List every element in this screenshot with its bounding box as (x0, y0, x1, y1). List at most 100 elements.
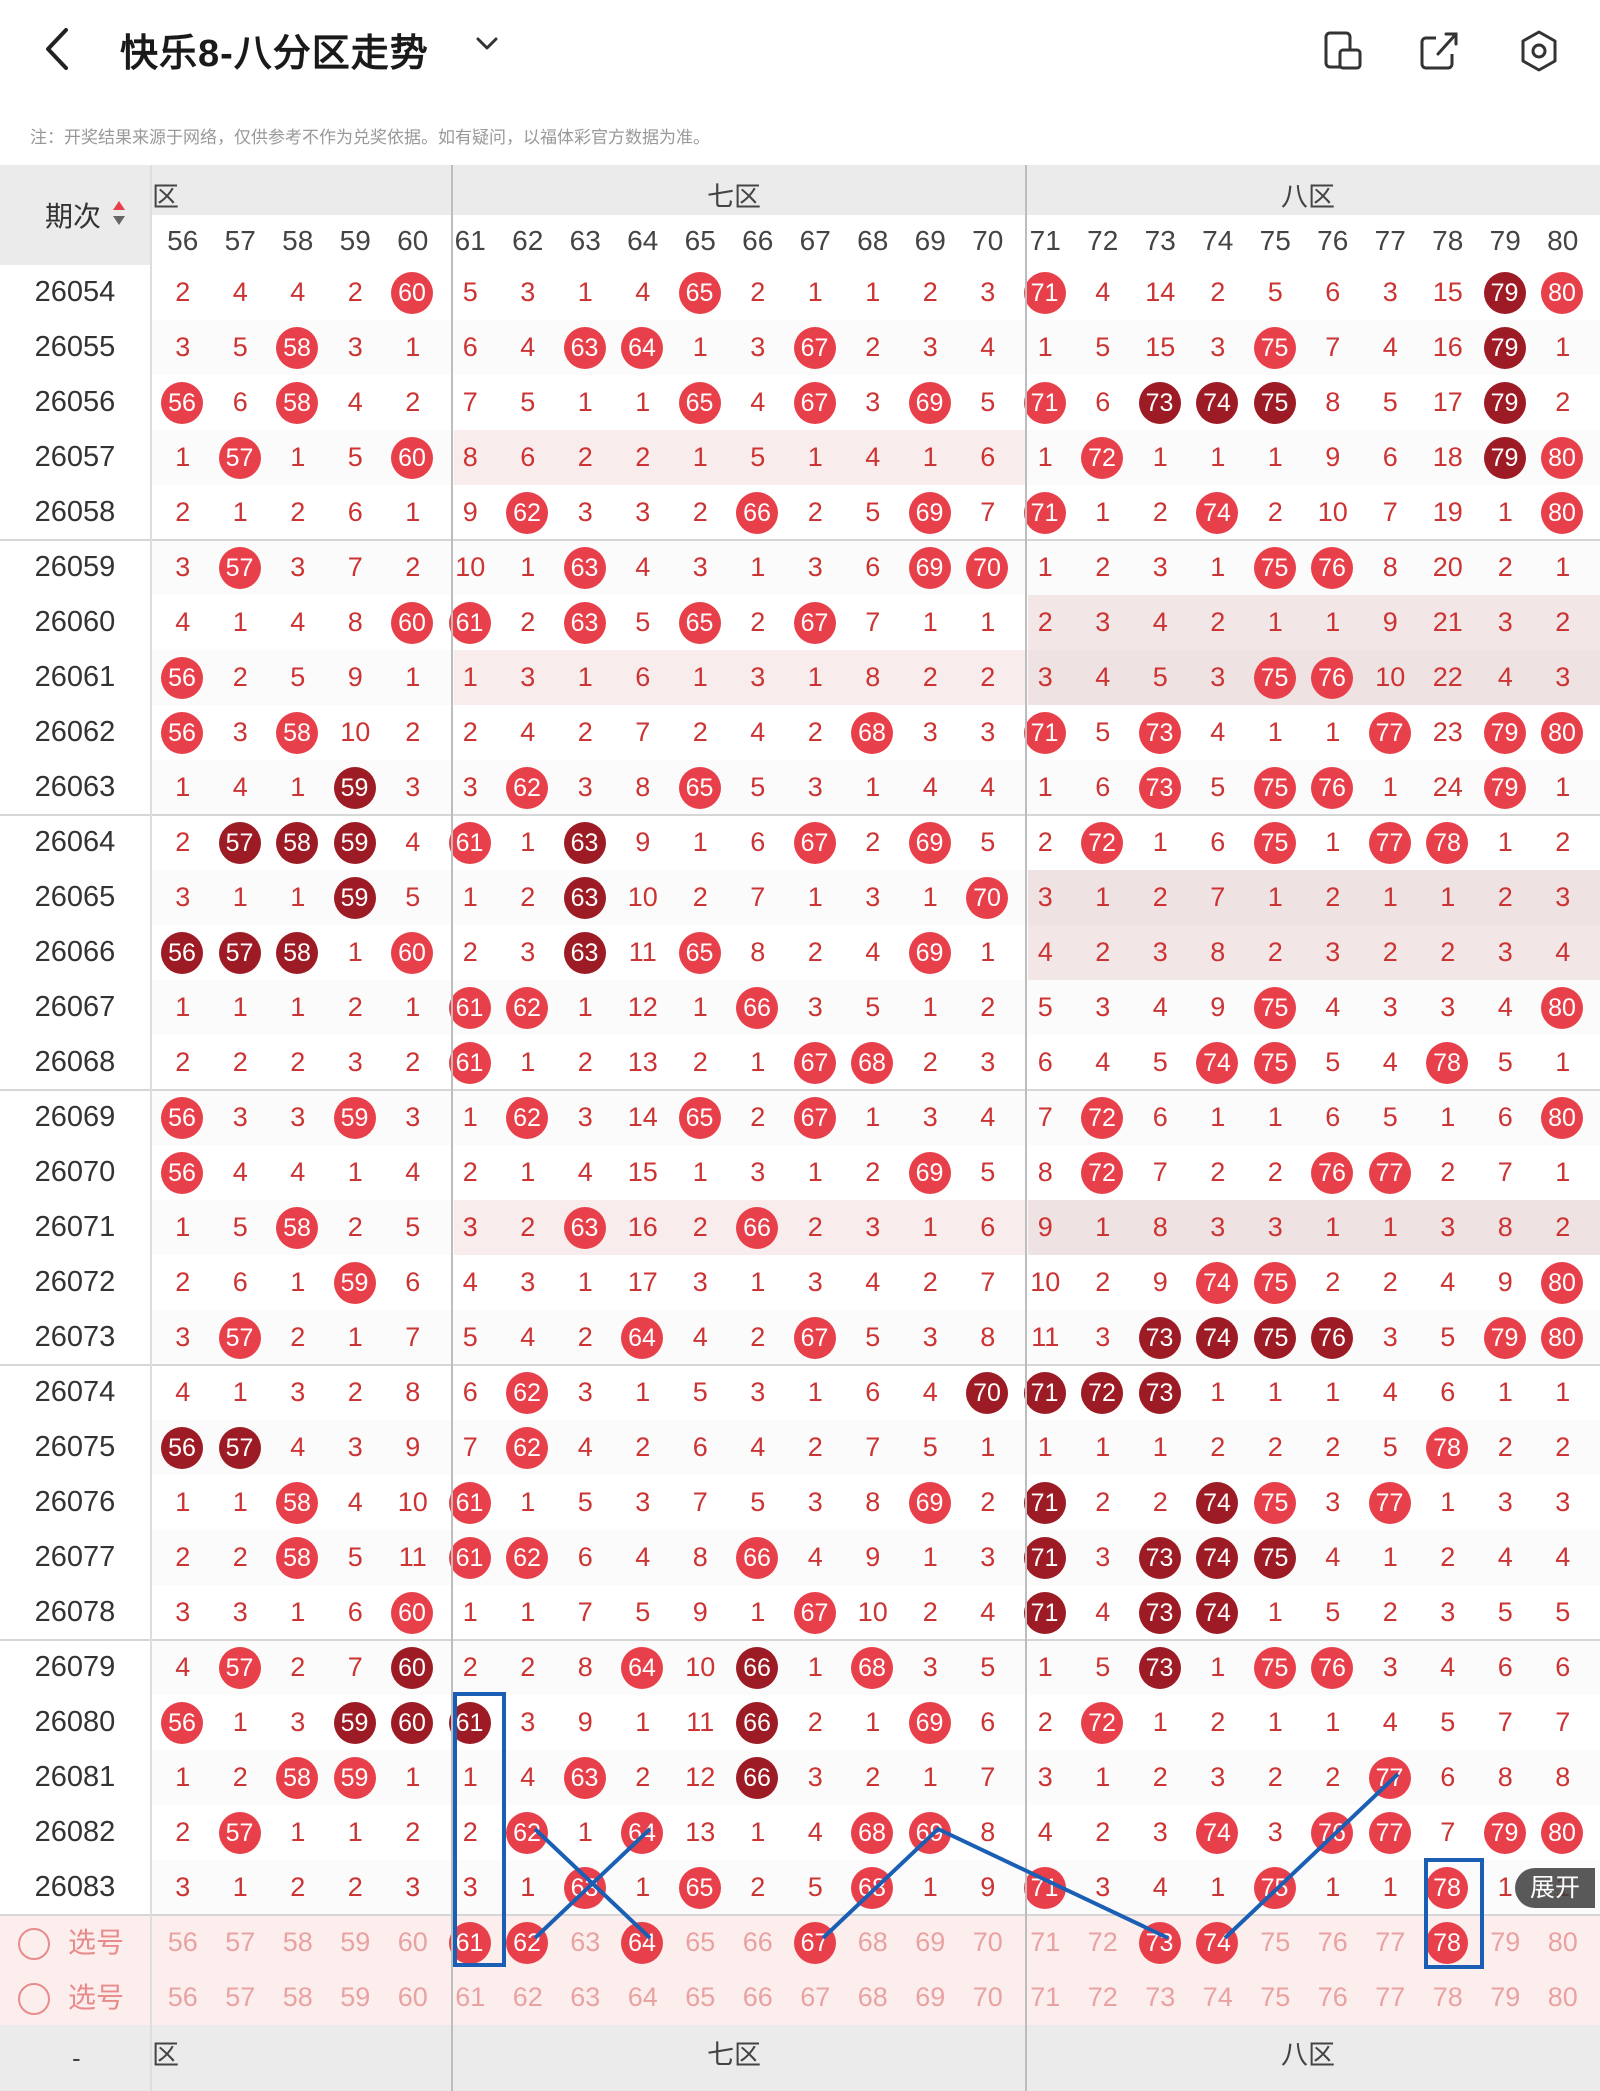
pick-number[interactable]: 62 (512, 1982, 543, 2012)
table-row[interactable]: 26076 1 1 58 4 10 61 1 5 3 7 5 3 8 69 2 71 2 2 74 75 3 77 1 3 3 (0, 1475, 1600, 1530)
pick-number[interactable]: 65 (685, 1982, 716, 2012)
table-row[interactable]: 26082 2 57 1 1 2 2 62 1 64 13 1 4 68 69 8 4 2 3 74 3 76 77 7 79 8… (0, 1805, 1600, 1860)
radio-icon[interactable] (18, 1983, 50, 2015)
table-row[interactable]: 26068 2 2 2 3 2 61 1 2 13 2 1 67 68 2 3 6 4 5 74 75 5 4 78 5 1 (0, 1035, 1600, 1090)
pick-number[interactable]: 60 (397, 1982, 428, 2012)
pick-number[interactable]: 78 (1432, 1982, 1463, 2012)
ball-cell: 71 (1017, 1475, 1075, 1530)
pick-number[interactable]: 79 (1490, 1927, 1521, 1957)
table-row[interactable]: 26063 1 4 1 59 3 3 62 3 8 65 5 3 1 4 4 1 6 73 5 75 76 1 24 79 1 (0, 760, 1600, 815)
ball-cell[interactable]: 64 (614, 1915, 672, 1970)
table-row[interactable]: 26054 2 4 4 2 60 5 3 1 4 65 2 1 1 2 3 71 4 14 2 5 6 3 15 79 80 (0, 265, 1600, 320)
pick-row[interactable]: 选号 56 57 58 59 60 61 62 63 64 65 66 67 68 69 70 71 72 73 74… (0, 1970, 1600, 2025)
pick-number[interactable]: 70 (972, 1927, 1003, 1957)
pick-number[interactable]: 68 (857, 1927, 888, 1957)
ball-cell[interactable]: 74 (1189, 1915, 1247, 1970)
pick-number[interactable]: 75 (1260, 1982, 1291, 2012)
table-row[interactable]: 26061 56 2 5 9 1 1 3 1 6 1 3 1 8 2 2 3 4 5 3 75 76 10 22 4 3 (0, 650, 1600, 705)
ball-cell[interactable]: 67 (787, 1915, 845, 1970)
pick-number[interactable]: 80 (1547, 1927, 1578, 1957)
pick-number[interactable]: 63 (570, 1982, 601, 2012)
table-row[interactable]: 26080 56 1 3 59 60 61 3 9 1 11 66 2 1 69 6 2 72 1 2 1 1 4 5 7 7 (0, 1695, 1600, 1750)
pick-number[interactable]: 70 (972, 1982, 1003, 2012)
table-row[interactable]: 26072 2 6 1 59 6 4 3 1 17 3 1 3 4 2 7 10 2 9 74 75 2 2 4 9 80 (0, 1255, 1600, 1310)
miss-count-cell: 4 (807, 1817, 823, 1847)
pick-number[interactable]: 76 (1317, 1982, 1348, 2012)
table-row[interactable]: 26064 2 57 58 59 4 61 1 63 9 1 6 67 2 69 5 2 72 1 6 75 1 77 78 1… (0, 815, 1600, 870)
pick-number[interactable]: 75 (1260, 1927, 1291, 1957)
pick-number[interactable]: 74 (1202, 1982, 1233, 2012)
back-icon[interactable] (38, 24, 86, 78)
table-row[interactable]: 26062 56 3 58 10 2 2 4 2 7 2 4 2 68 3 3 71 5 73 4 1 1 77 23 79 80 (0, 705, 1600, 760)
chevron-down-icon[interactable] (474, 30, 500, 60)
period-header[interactable]: 期次 (0, 165, 150, 265)
pick-number[interactable]: 77 (1375, 1927, 1406, 1957)
table-row[interactable]: 26081 1 2 58 59 1 1 4 63 2 12 66 3 2 1 7 3 1 2 3 2 2 77 6 8 8 (0, 1750, 1600, 1805)
pick-number[interactable]: 71 (1030, 1982, 1061, 2012)
pick-number[interactable]: 77 (1375, 1982, 1406, 2012)
ball-cell[interactable]: 62 (499, 1915, 557, 1970)
pick-number[interactable]: 56 (167, 1927, 198, 1957)
table-row[interactable]: 26074 4 1 3 2 8 6 62 3 1 5 3 1 6 4 70 71 72 73 1 1 1 4 6 1 1 (0, 1365, 1600, 1420)
table-row[interactable]: 260833122331631652568197134175117811 (0, 1860, 1600, 1915)
pick-number[interactable]: 61 (455, 1982, 486, 2012)
expand-button[interactable]: 展开 (1515, 1868, 1595, 1908)
pick-number[interactable]: 79 (1490, 1982, 1521, 2012)
table-row[interactable]: 26073 3 57 2 1 7 5 4 2 64 4 2 67 5 3 8 11 3 73 74 75 76 3 5 79 80 (0, 1310, 1600, 1365)
pick-number[interactable]: 73 (1145, 1982, 1176, 2012)
page-title[interactable]: 快乐8-八分区走势 (120, 33, 429, 75)
pick-number[interactable]: 58 (282, 1982, 313, 2012)
ball-cell[interactable]: 73 (1132, 1915, 1190, 1970)
radio-icon[interactable] (18, 1928, 50, 1960)
number-ball: 56 (161, 1152, 203, 1194)
pick-number[interactable]: 63 (570, 1927, 601, 1957)
pick-row[interactable]: 选号 56 57 58 59 60 61 62 63 64 65 66 67 68 69 70 71 72 73 74… (0, 1915, 1600, 1970)
pick-number[interactable]: 69 (915, 1982, 946, 2012)
pick-number[interactable]: 72 (1087, 1982, 1118, 2012)
pick-number[interactable]: 80 (1547, 1982, 1578, 2012)
pick-row-label-cell[interactable]: 选号 (0, 1970, 150, 2025)
pick-number[interactable]: 66 (742, 1927, 773, 1957)
table-row[interactable]: 26071 1 5 58 2 5 3 2 63 16 2 66 2 3 1 6 9 1 8 3 3 1 1 3 8 2 (0, 1200, 1600, 1255)
table-row[interactable]: 26067 1 1 1 2 1 61 62 1 12 1 66 3 5 1 2 5 3 4 9 75 4 3 3 4 80 (0, 980, 1600, 1035)
pick-number[interactable]: 59 (340, 1927, 371, 1957)
pick-number[interactable]: 60 (397, 1927, 428, 1957)
pick-number[interactable]: 69 (915, 1927, 946, 1957)
pick-number[interactable]: 66 (742, 1982, 773, 2012)
pick-number[interactable]: 64 (627, 1982, 658, 2012)
pick-row-label-cell[interactable]: 选号 (0, 1915, 150, 1970)
number-ball: 69 (908, 932, 951, 974)
table-row[interactable]: 26058 2 1 2 6 1 9 62 3 3 2 66 2 5 69 7 71 1 2 74 2 10 7 19 1 80 (0, 485, 1600, 540)
ball-cell: 58 (269, 815, 327, 870)
pick-number[interactable]: 67 (800, 1982, 831, 2012)
pick-number[interactable]: 68 (857, 1982, 888, 2012)
pick-number[interactable]: 76 (1317, 1927, 1348, 1957)
sort-icon[interactable] (112, 199, 126, 227)
table-row[interactable]: 26060 4 1 4 8 60 61 2 63 5 65 2 67 7 1 1 2 3 4 2 1 1 9 21 3 2 (0, 595, 1600, 650)
table-row[interactable]: 26079 4 57 2 7 60 2 2 8 64 10 66 1 68 3 5 1 5 73 1 75 76 3 4 6 6 (0, 1640, 1600, 1695)
screen-rotate-icon[interactable] (1320, 28, 1366, 74)
pick-number[interactable]: 59 (340, 1982, 371, 2012)
ball-cell: 69 (902, 1475, 960, 1530)
pick-number[interactable]: 57 (225, 1927, 256, 1957)
pick-number[interactable]: 58 (282, 1927, 313, 1957)
table-row[interactable]: 26059 3 57 3 7 2 10 1 63 4 3 1 3 6 69 70 1 2 3 1 75 76 8 20 2 1 (0, 540, 1600, 595)
settings-icon[interactable] (1516, 28, 1562, 74)
pick-number[interactable]: 56 (167, 1982, 198, 2012)
table-row[interactable]: 26070 56 4 4 1 4 2 1 4 15 1 3 1 2 69 5 8 72 7 2 2 76 77 2 7 1 (0, 1145, 1600, 1200)
table-row[interactable]: 26078 3 3 1 6 60 1 1 7 5 9 1 67 10 2 4 71 4 73 74 1 5 2 3 5 5 (0, 1585, 1600, 1640)
table-row[interactable]: 26056 56 6 58 4 2 7 5 1 1 65 4 67 3 69 5 71 6 73 74 75 8 5 17 79… (0, 375, 1600, 430)
table-row[interactable]: 26066 56 57 58 1 60 2 3 63 11 65 8 2 4 69 1 4 2 3 8 2 3 2 2 3 4 (0, 925, 1600, 980)
table-row[interactable]: 26069 56 3 3 59 3 1 62 3 14 65 2 67 1 3 4 7 72 6 1 1 6 5 1 6 80 (0, 1090, 1600, 1145)
pick-number[interactable]: 72 (1087, 1927, 1118, 1957)
pick-number[interactable]: 65 (685, 1927, 716, 1957)
miss-count-cell: 1 (1152, 1707, 1168, 1737)
ball-cell[interactable]: 78 (1419, 1915, 1477, 1970)
share-icon[interactable] (1416, 28, 1462, 74)
table-row[interactable]: 26077 2 2 58 5 11 61 62 6 4 8 66 4 9 1 3 71 3 73 74 75 4 1 2 4 4 (0, 1530, 1600, 1585)
table-row[interactable]: 26057 1 57 1 5 60 8 6 2 2 1 5 1 4 1 6 1 72 1 1 1 9 6 18 79 80 (0, 430, 1600, 485)
table-row[interactable]: 26065 3 1 1 59 5 1 2 63 10 2 7 1 3 1 70 3 1 2 7 1 2 1 1 2 3 (0, 870, 1600, 925)
pick-number[interactable]: 57 (225, 1982, 256, 2012)
table-row[interactable]: 26055 3 5 58 3 1 6 4 63 64 1 3 67 2 3 4 1 5 15 3 75 7 4 16 79 1 (0, 320, 1600, 375)
table-row[interactable]: 26075 56 57 4 3 9 7 62 4 2 6 4 2 7 5 1 1 1 1 2 2 2 5 78 2 2 (0, 1420, 1600, 1475)
